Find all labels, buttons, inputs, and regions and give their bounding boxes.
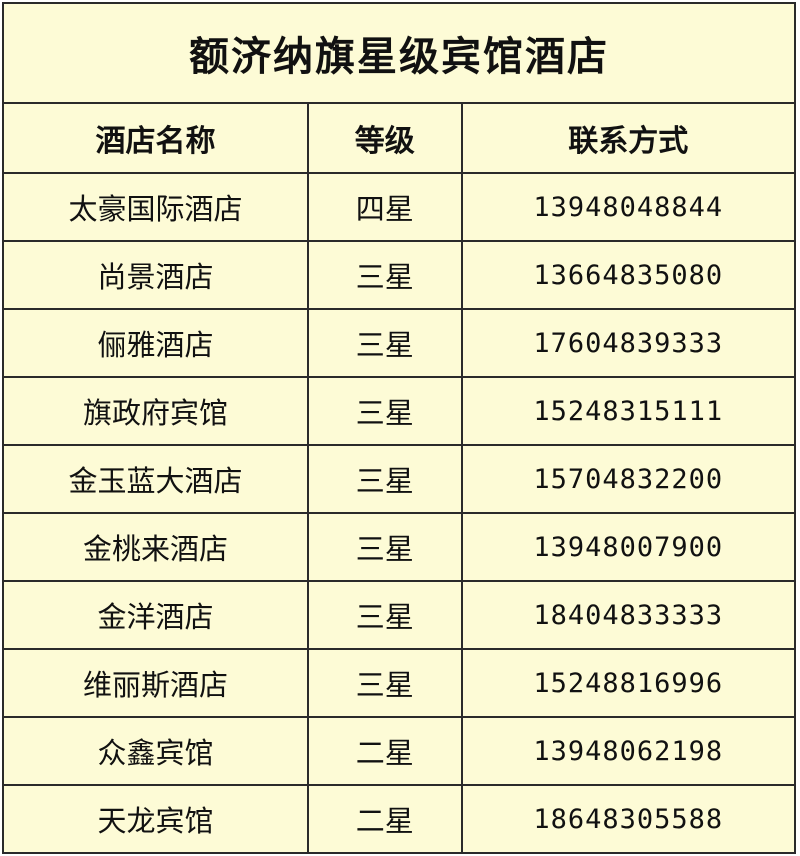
table-title: 额济纳旗星级宾馆酒店 <box>2 2 796 104</box>
hotel-phone: 18648305588 <box>460 784 796 854</box>
hotel-name: 金玉蓝大酒店 <box>2 444 309 514</box>
hotel-grade: 三星 <box>306 648 463 718</box>
table-row: 天龙宾馆 二星 18648305588 <box>2 784 796 854</box>
table-row: 金桃来酒店 三星 13948007900 <box>2 512 796 582</box>
hotel-name: 众鑫宾馆 <box>2 716 309 786</box>
hotel-phone: 15248315111 <box>460 376 796 446</box>
title-row: 额济纳旗星级宾馆酒店 <box>2 2 796 104</box>
table-row: 太豪国际酒店 四星 13948048844 <box>2 172 796 242</box>
header-grade: 等级 <box>306 102 463 174</box>
table-row: 金玉蓝大酒店 三星 15704832200 <box>2 444 796 514</box>
hotel-name: 天龙宾馆 <box>2 784 309 854</box>
hotel-grade: 二星 <box>306 716 463 786</box>
hotel-name: 太豪国际酒店 <box>2 172 309 242</box>
hotel-name: 旗政府宾馆 <box>2 376 309 446</box>
hotel-phone: 15248816996 <box>460 648 796 718</box>
hotel-phone: 13948007900 <box>460 512 796 582</box>
hotel-name: 金洋酒店 <box>2 580 309 650</box>
hotel-grade: 三星 <box>306 240 463 310</box>
hotel-phone: 13948048844 <box>460 172 796 242</box>
header-contact: 联系方式 <box>460 102 796 174</box>
hotel-grade: 三星 <box>306 308 463 378</box>
hotel-phone: 13664835080 <box>460 240 796 310</box>
hotel-grade: 四星 <box>306 172 463 242</box>
hotel-phone: 15704832200 <box>460 444 796 514</box>
hotel-grade: 三星 <box>306 512 463 582</box>
table-row: 俪雅酒店 三星 17604839333 <box>2 308 796 378</box>
table-row: 金洋酒店 三星 18404833333 <box>2 580 796 650</box>
hotel-phone: 18404833333 <box>460 580 796 650</box>
hotel-name: 俪雅酒店 <box>2 308 309 378</box>
hotel-name: 维丽斯酒店 <box>2 648 309 718</box>
hotel-grade: 三星 <box>306 580 463 650</box>
hotel-phone: 13948062198 <box>460 716 796 786</box>
hotel-phone: 17604839333 <box>460 308 796 378</box>
header-row: 酒店名称 等级 联系方式 <box>2 102 796 174</box>
header-name: 酒店名称 <box>2 102 309 174</box>
table-row: 旗政府宾馆 三星 15248315111 <box>2 376 796 446</box>
hotel-grade: 三星 <box>306 376 463 446</box>
hotel-name: 尚景酒店 <box>2 240 309 310</box>
table-row: 众鑫宾馆 二星 13948062198 <box>2 716 796 786</box>
table-row: 尚景酒店 三星 13664835080 <box>2 240 796 310</box>
hotel-grade: 三星 <box>306 444 463 514</box>
table-row: 维丽斯酒店 三星 15248816996 <box>2 648 796 718</box>
hotel-name: 金桃来酒店 <box>2 512 309 582</box>
hotel-grade: 二星 <box>306 784 463 854</box>
